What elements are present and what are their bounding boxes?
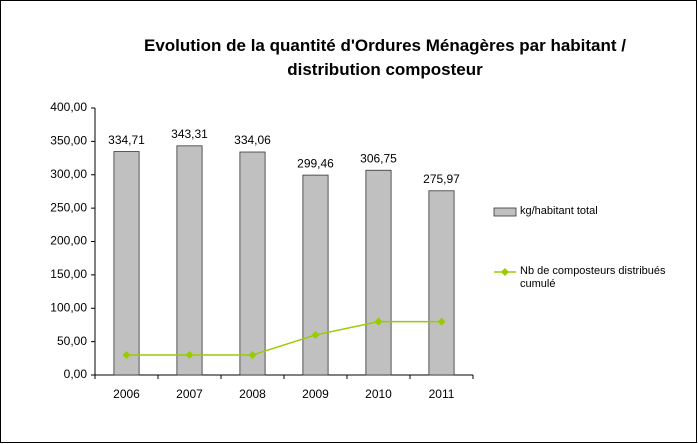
legend-swatch (493, 207, 517, 217)
bar (176, 145, 203, 376)
y-tick-label: 250,00 (50, 200, 87, 214)
marker (248, 350, 257, 359)
bar (239, 151, 266, 376)
x-tick-label: 2006 (113, 387, 140, 401)
legend-text-box: kg/habitant total (520, 205, 598, 217)
y-tick-label: 350,00 (50, 134, 87, 148)
marker (374, 317, 383, 326)
line (126, 320, 442, 356)
bar (428, 190, 455, 376)
value-label: 343,31 (171, 127, 208, 141)
x-tick-label: 2007 (176, 387, 203, 401)
bar (302, 174, 329, 376)
y-tick-label: 50,00 (57, 334, 87, 348)
marker (311, 330, 320, 339)
marker (437, 317, 446, 326)
x-tick-label: 2010 (365, 387, 392, 401)
value-label: 306,75 (360, 151, 397, 165)
marker (185, 350, 194, 359)
legend-marker (501, 268, 509, 276)
value-label: 275,97 (423, 172, 460, 186)
marker (122, 350, 131, 359)
chart-title: Evolution de la quantité d'Ordures Ménag… (143, 36, 626, 79)
x-tick-label: 2009 (302, 387, 329, 401)
title-box: Evolution de la quantité d'Ordures Ménag… (143, 36, 626, 79)
y-tick-label: 0,00 (64, 367, 88, 381)
value-label: 334,06 (234, 133, 271, 147)
y-tick-label: 400,00 (50, 100, 87, 114)
y-tick-label: 150,00 (50, 267, 87, 281)
y-tick-label: 100,00 (50, 300, 87, 314)
value-label: 299,46 (297, 156, 334, 170)
x-tick-label: 2008 (239, 387, 266, 401)
y-tick-label: 300,00 (50, 167, 87, 181)
bar (113, 151, 140, 376)
legend-label: Nb de composteurs distribués cumulé (520, 265, 666, 290)
value-label: 334,71 (108, 133, 145, 147)
y-tick-label: 200,00 (50, 234, 87, 248)
bar (365, 169, 392, 376)
x-tick-label: 2011 (429, 387, 455, 401)
legend-label: kg/habitant total (520, 205, 598, 217)
legend-text-box: Nb de composteurs distribués cumulé (520, 265, 666, 290)
